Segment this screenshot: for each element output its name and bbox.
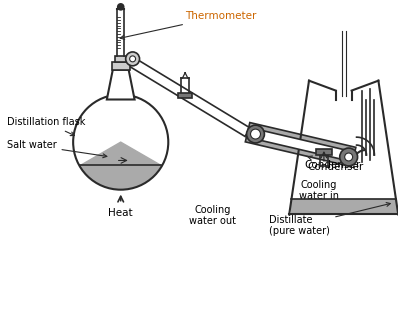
FancyBboxPatch shape (115, 56, 127, 62)
Circle shape (340, 148, 358, 166)
Circle shape (345, 153, 353, 161)
FancyBboxPatch shape (112, 62, 130, 70)
Polygon shape (291, 199, 396, 212)
Circle shape (118, 4, 124, 10)
Text: Thermometer: Thermometer (120, 11, 256, 39)
Polygon shape (245, 122, 356, 167)
Circle shape (246, 125, 264, 143)
Text: Distillate
(pure water): Distillate (pure water) (269, 202, 390, 236)
Text: Salt water: Salt water (7, 140, 107, 158)
FancyBboxPatch shape (316, 149, 332, 155)
Polygon shape (246, 127, 355, 162)
Text: Cooling
water in: Cooling water in (299, 180, 339, 202)
Wedge shape (80, 142, 161, 189)
Polygon shape (107, 70, 134, 100)
Circle shape (126, 52, 140, 66)
Text: Condenser: Condenser (304, 156, 360, 170)
Text: Distillation flask: Distillation flask (7, 117, 85, 135)
FancyBboxPatch shape (178, 93, 192, 98)
Text: Cooling
water out: Cooling water out (189, 205, 236, 226)
Text: Heat: Heat (108, 207, 133, 218)
Circle shape (130, 56, 136, 62)
Circle shape (250, 129, 260, 139)
Polygon shape (124, 55, 250, 136)
Text: Condenser: Condenser (307, 162, 363, 172)
